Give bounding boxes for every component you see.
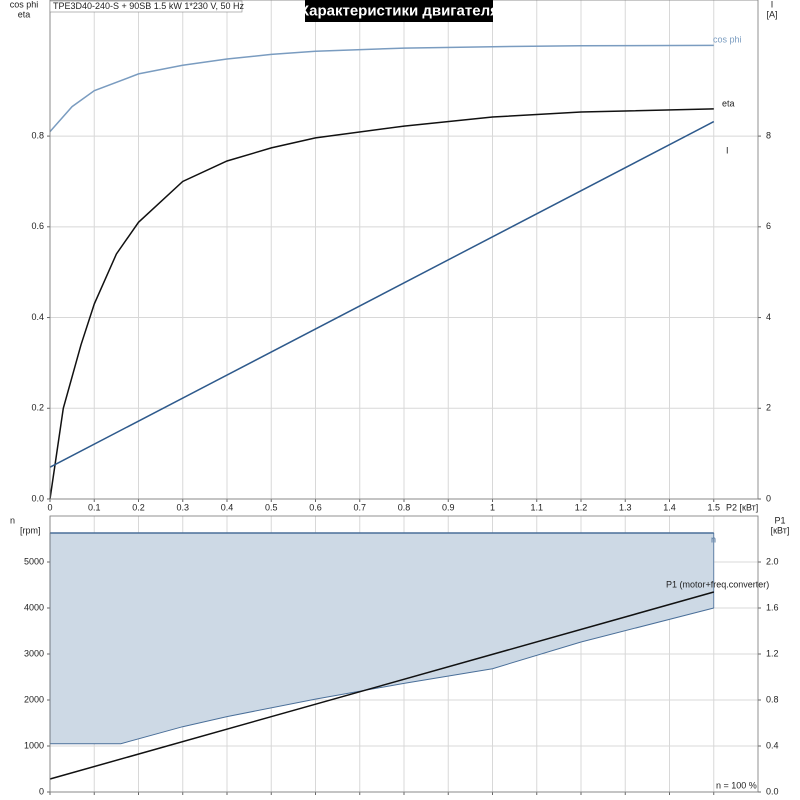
x-tick-label: 0.2 [132, 502, 145, 512]
subtitle: TPE3D40-240-S + 90SB 1.5 kW 1*230 V, 50 … [53, 1, 245, 11]
y2-tick-label: 2 [766, 403, 771, 413]
series-label: eta [722, 98, 735, 108]
series-label: n [711, 534, 716, 544]
y2-tick-label: 1.2 [766, 648, 779, 658]
y2-tick-label: 4 [766, 312, 771, 322]
y2-tick-label: 0.4 [766, 740, 779, 750]
x-tick-label: 0.9 [442, 502, 455, 512]
series-line [49, 591, 715, 780]
y2-tick-label: 1.6 [766, 602, 779, 612]
x-tick-label: 0.5 [265, 502, 278, 512]
y-axis-label: cos phi [10, 0, 39, 9]
y2-tick-label: 6 [766, 221, 771, 231]
series-label: cos phi [713, 34, 742, 44]
x-axis-label: P2 [кВт] [726, 502, 758, 512]
series-label: P1 (motor+freq.converter) [666, 579, 769, 589]
y-tick-label: 0.0 [31, 493, 44, 503]
y2-tick-label: 8 [766, 130, 771, 140]
x-tick-label: 0.6 [309, 502, 322, 512]
title-box [305, 0, 493, 22]
plot-frame [49, 0, 759, 500]
chart-title: Характеристики двигателя [299, 2, 499, 19]
y-tick-label: 0.2 [31, 403, 44, 413]
x-tick-label: 0.1 [88, 502, 101, 512]
series-line [49, 108, 714, 500]
x-tick-label: 1 [490, 502, 495, 512]
y2-tick-label: 2.0 [766, 556, 779, 566]
y2-axis-label: P1 [774, 515, 785, 525]
y-tick-label: 2000 [24, 694, 44, 704]
y-tick-label: 0.8 [31, 130, 44, 140]
y-tick-label: 0 [39, 786, 44, 796]
info-box [49, 0, 243, 13]
y2-tick-label: 0.8 [766, 694, 779, 704]
plots: 0 0.1 0.2 0.3 0.4 0.5 0.6 0.7 0.8 0.9 1 1.1 1.2 1.3 1.… [10, 0, 790, 796]
y2-axis-label: [кВт] [771, 525, 790, 535]
y2-axis-label: I [771, 0, 774, 9]
y2-axis-label: [A] [766, 9, 777, 19]
y2-tick-label: 0 [766, 493, 771, 503]
x-tick-label: 0.3 [176, 502, 189, 512]
x-tick-label: 1.2 [575, 502, 588, 512]
y-tick-label: 0.4 [31, 312, 44, 322]
plot-frame [49, 515, 759, 793]
x-tick-label: 1.4 [663, 502, 676, 512]
x-tick-label: 0.4 [221, 502, 234, 512]
x-tick-label: 0 [47, 502, 52, 512]
x-tick-label: 0.7 [353, 502, 366, 512]
y-axis-label: n [10, 515, 15, 525]
y-tick-label: 5000 [24, 556, 44, 566]
y-tick-label: 0.6 [31, 221, 44, 231]
annotation: n = 100 % [716, 780, 757, 790]
band-area [50, 533, 714, 744]
x-tick-label: 1.1 [530, 502, 543, 512]
x-tick-label: 1.5 [707, 502, 720, 512]
series-line [50, 607, 714, 745]
y-axis-label: [rpm] [20, 525, 41, 535]
series-label: I [726, 145, 729, 155]
y-axis-label: eta [18, 9, 31, 19]
y-tick-label: 4000 [24, 602, 44, 612]
series-line [49, 120, 715, 468]
y2-tick-label: 0.0 [766, 786, 779, 796]
x-tick-label: 1.3 [619, 502, 632, 512]
x-tick-label: 0.8 [398, 502, 411, 512]
y-tick-label: 3000 [24, 648, 44, 658]
y-tick-label: 1000 [24, 740, 44, 750]
series-line [49, 44, 714, 133]
